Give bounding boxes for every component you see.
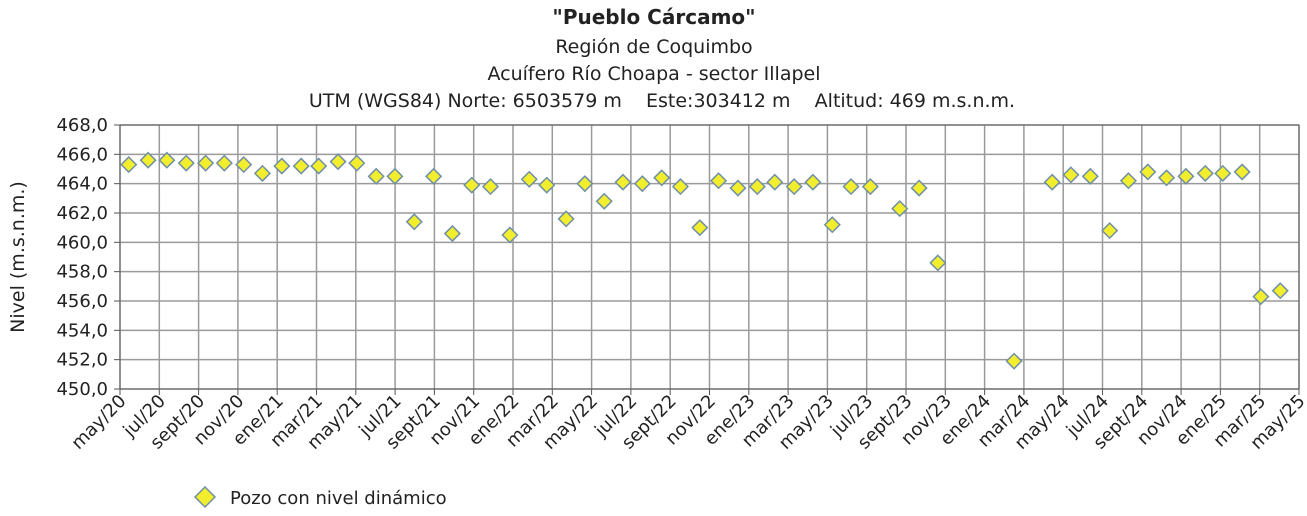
y-tick-label: 468,0 — [56, 115, 108, 136]
data-point — [538, 176, 556, 194]
y-tick-label: 460,0 — [56, 232, 108, 253]
data-point — [463, 176, 481, 194]
legend-marker — [193, 485, 217, 509]
data-point — [653, 169, 671, 187]
data-point — [177, 154, 195, 172]
data-point — [481, 178, 500, 196]
data-point — [891, 200, 909, 218]
data-point — [292, 157, 310, 175]
data-point — [443, 224, 461, 243]
data-point — [348, 154, 366, 172]
data-point — [842, 178, 860, 196]
data-point — [1157, 169, 1176, 187]
data-point — [1043, 173, 1061, 191]
data-point — [310, 157, 328, 175]
data-point — [501, 226, 519, 244]
data-point — [823, 216, 841, 234]
data-point — [1062, 166, 1080, 184]
x-axis: may/20jul/20sept/20nov/20ene/21mar/21may… — [67, 389, 1307, 454]
data-point — [614, 173, 632, 191]
legend-label: Pozo con nivel dinámico — [230, 488, 447, 509]
y-tick-label: 466,0 — [56, 144, 108, 165]
data-point — [709, 172, 728, 190]
data-point — [748, 178, 766, 196]
data-point — [273, 157, 291, 175]
y-tick-label: 464,0 — [56, 174, 108, 195]
data-point — [386, 167, 404, 185]
y-tick-label: 450,0 — [56, 379, 108, 400]
y-tick-label: 454,0 — [56, 320, 108, 341]
data-point — [1139, 163, 1157, 181]
chart-subtitle-region: Región de Coquimbo — [555, 36, 752, 58]
data-point — [1252, 288, 1270, 306]
y-tick-label: 462,0 — [56, 203, 108, 224]
data-point — [215, 154, 233, 172]
plot-area — [119, 124, 1300, 390]
data-point — [861, 178, 879, 196]
data-point — [766, 173, 784, 191]
data-point — [633, 175, 651, 193]
data-point — [1214, 164, 1232, 182]
data-point — [1005, 352, 1023, 370]
data-point — [1196, 164, 1214, 182]
data-point — [576, 175, 594, 193]
data-point — [1271, 282, 1289, 300]
data-point — [367, 167, 385, 185]
data-point — [595, 192, 613, 210]
chart-subtitle-aquifer: Acuífero Río Choapa - sector Illapel — [487, 63, 820, 85]
data-point — [1177, 167, 1195, 185]
data-point — [120, 156, 138, 174]
data-point — [671, 178, 690, 196]
data-point — [785, 178, 803, 196]
data-point — [910, 179, 928, 197]
chart-title: "Pueblo Cárcamo" — [552, 5, 755, 29]
data-point — [1101, 222, 1119, 240]
data-point — [804, 173, 822, 191]
y-axis-label: Nivel (m.s.n.m.) — [7, 181, 29, 333]
data-point — [729, 179, 747, 197]
data-point — [1233, 163, 1251, 181]
data-point — [139, 151, 157, 169]
data-point — [557, 210, 575, 228]
data-point — [1119, 172, 1137, 190]
legend: Pozo con nivel dinámico — [193, 485, 447, 509]
data-point — [158, 151, 176, 169]
y-tick-label: 456,0 — [56, 291, 108, 312]
data-point — [329, 153, 347, 171]
data-point — [520, 170, 538, 188]
data-point — [425, 167, 443, 185]
x-tick-label: may/20 — [67, 391, 130, 454]
y-axis: 450,0 452,0 454,0 456,0 458,0 460,0 462,0 464,0… — [56, 115, 120, 400]
y-tick-label: 458,0 — [56, 262, 108, 283]
data-point — [253, 164, 272, 182]
data-point — [1081, 167, 1099, 185]
data-point — [929, 254, 947, 272]
data-point — [235, 156, 253, 174]
chart-subtitle-coordinates: UTM (WGS84) Norte: 6503579 m Este:303412… — [309, 90, 1015, 112]
data-point — [691, 219, 709, 237]
data-point — [197, 154, 215, 172]
data-point — [405, 213, 423, 231]
data-points — [120, 151, 1289, 370]
grid — [119, 124, 1300, 390]
y-tick-label: 452,0 — [56, 350, 108, 371]
